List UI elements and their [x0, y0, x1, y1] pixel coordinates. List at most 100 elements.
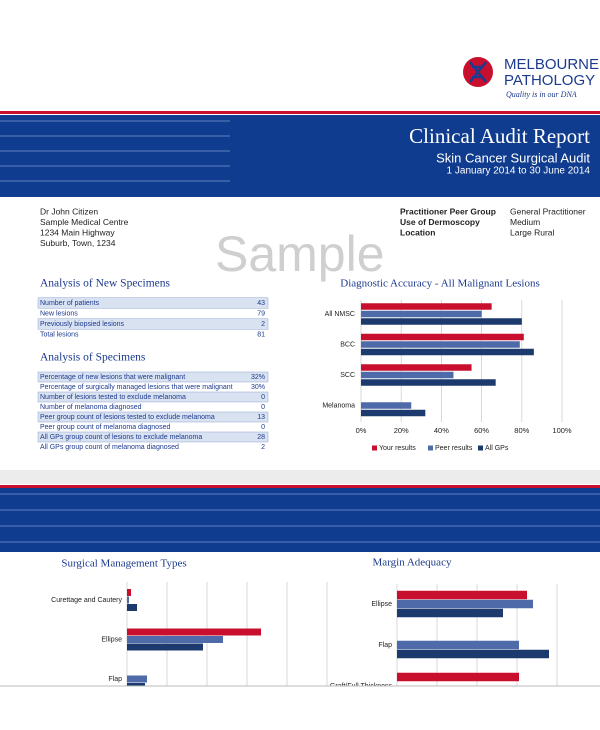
row-label: Number of melanoma diagnosed	[40, 404, 142, 411]
row-value: 79	[257, 310, 265, 317]
row-value: 81	[257, 331, 265, 338]
row-label: All GPs group count of lesions to exclud…	[40, 434, 202, 441]
x-tick-label: 20%	[394, 426, 409, 435]
bar	[127, 643, 203, 651]
logo-name: PATHOLOGY	[504, 72, 595, 89]
row-label: All GPs group count of melanoma diagnose…	[40, 444, 179, 451]
bar	[397, 640, 519, 650]
row-value: 0	[261, 404, 265, 411]
legend-label: Your results	[379, 445, 416, 452]
x-tick-label: 0%	[356, 426, 367, 435]
bar	[361, 348, 534, 356]
bar	[127, 604, 137, 611]
row-bg	[37, 431, 269, 443]
legend-swatch	[372, 445, 377, 451]
chart-title: Margin Adequacy	[373, 557, 452, 569]
category-label: BCC	[340, 341, 355, 348]
row-bg	[37, 391, 269, 403]
row-label: Percentage of surgically managed lesions…	[40, 384, 233, 391]
bar	[361, 333, 524, 341]
address-line: 1234 Main Highway	[40, 227, 115, 237]
category-label: Melanoma	[322, 402, 355, 409]
header-rule	[0, 485, 600, 488]
bar	[127, 589, 131, 596]
category-label: Flap	[378, 642, 392, 649]
bar	[397, 649, 549, 659]
bar	[361, 318, 522, 325]
row-label: Peer group count of melanoma diagnosed	[40, 424, 170, 431]
header-rule	[0, 111, 600, 114]
x-tick-label: 60%	[474, 426, 489, 435]
x-tick-label: 80%	[514, 426, 529, 435]
bar	[127, 636, 223, 643]
report-title: Clinical Audit Report	[409, 124, 590, 148]
row-label: Number of lesions tested to exclude mela…	[40, 394, 186, 401]
bar	[361, 409, 426, 417]
report-period: 1 January 2014 to 30 June 2014	[447, 166, 591, 177]
chart-title: Diagnostic Accuracy - All Malignant Lesi…	[340, 278, 539, 290]
legend-label: Peer results	[435, 445, 473, 452]
category-label: Ellipse	[101, 636, 122, 643]
bar	[361, 371, 454, 379]
x-tick-label: 40%	[434, 426, 449, 435]
practitioner-value: Large Rural	[510, 227, 555, 237]
row-value: 0	[261, 394, 265, 401]
band-lines	[0, 120, 230, 182]
row-value: 2	[261, 321, 265, 328]
bar	[361, 310, 482, 318]
bar	[397, 599, 533, 609]
table-title: Analysis of Specimens	[40, 352, 146, 364]
row-bg	[37, 371, 269, 383]
page-end	[0, 686, 600, 730]
row-value: 30%	[251, 384, 265, 391]
row-label: Total lesions	[40, 331, 79, 338]
legend-swatch	[478, 445, 483, 451]
practitioner-value: General Practitioner	[510, 206, 586, 216]
bar	[127, 628, 261, 636]
row-bg	[37, 297, 269, 309]
row-value: 32%	[251, 374, 265, 381]
logo-dna	[469, 61, 487, 83]
practitioner-label: Practitioner Peer Group	[400, 206, 496, 216]
table-title: Analysis of New Specimens	[40, 278, 171, 290]
category-label: Curettage and Cautery	[51, 597, 122, 604]
address-line: Sample Medical Centre	[40, 217, 129, 227]
page-gap	[0, 470, 600, 484]
row-value: 28	[257, 434, 265, 441]
row-value: 2	[261, 444, 265, 451]
address-line: Dr John Citizen	[40, 206, 98, 216]
chart-title: Surgical Management Types	[61, 558, 186, 570]
address-line: Suburb, Town, 1234	[40, 238, 116, 248]
row-label: Percentage of new lesions that were mali…	[40, 374, 185, 381]
header-band	[0, 488, 600, 552]
bar	[361, 379, 496, 386]
row-label: Previously biopsied lesions	[40, 321, 125, 328]
report-subtitle: Skin Cancer Surgical Audit	[436, 150, 590, 165]
logo-name: MELBOURNE	[504, 56, 599, 73]
bar	[361, 364, 472, 371]
logo-tagline: Quality is in our DNA	[506, 90, 577, 99]
x-tick-label: 100%	[552, 426, 572, 435]
row-value: 43	[257, 300, 265, 307]
category-label: Ellipse	[371, 601, 392, 608]
row-bg	[37, 411, 269, 423]
row-value: 13	[257, 414, 265, 421]
bar	[361, 341, 520, 348]
practitioner-value: Medium	[510, 217, 540, 227]
row-bg	[37, 318, 269, 330]
charts: Diagnostic Accuracy - All Malignant Lesi…	[51, 278, 572, 700]
header-band	[0, 115, 600, 197]
bar	[397, 608, 503, 618]
bar	[397, 590, 527, 600]
category-label: SCC	[340, 372, 355, 379]
row-value: 0	[261, 424, 265, 431]
bar	[127, 596, 129, 604]
bar	[361, 402, 412, 409]
category-label: All NMSC	[325, 311, 355, 318]
bar	[397, 672, 519, 682]
row-label: New lesions	[40, 310, 78, 317]
bar	[361, 303, 492, 310]
legend-swatch	[428, 445, 433, 451]
